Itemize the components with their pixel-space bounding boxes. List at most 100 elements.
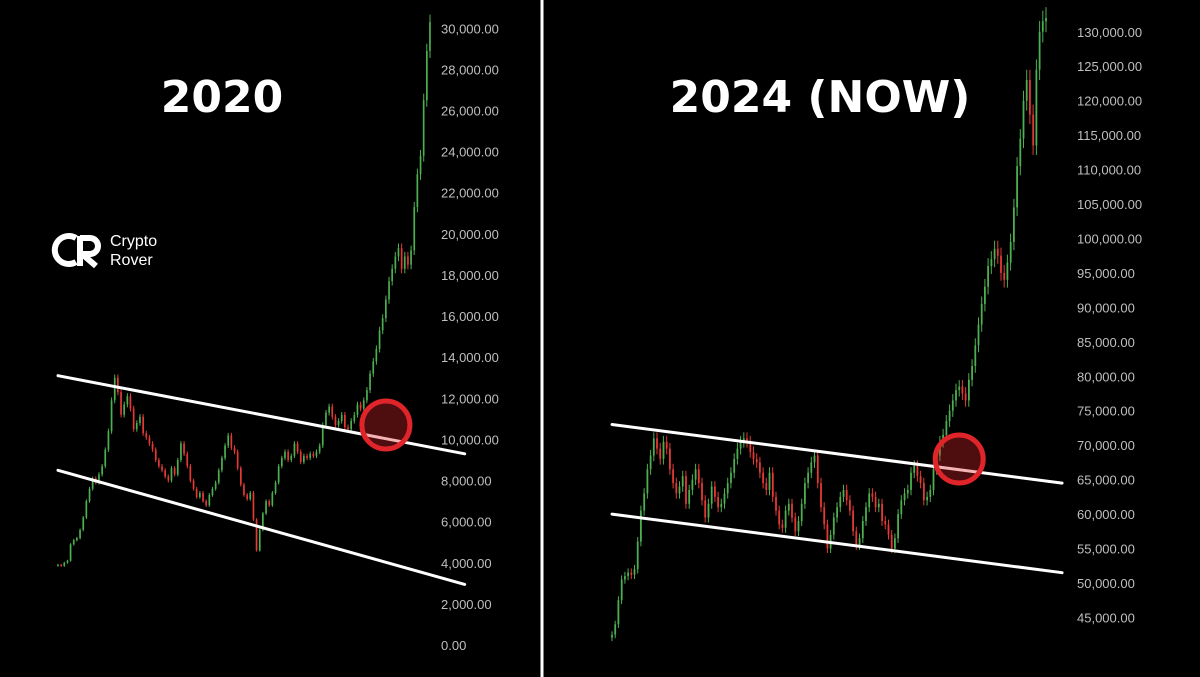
y-tick-label: 24,000.00 <box>441 145 499 160</box>
candle-body <box>694 469 697 480</box>
candle-body <box>69 544 72 561</box>
candle-body <box>649 455 652 470</box>
y-tick-label: 50,000.00 <box>1077 576 1135 591</box>
candle-body <box>126 396 129 405</box>
candle-body <box>919 476 922 484</box>
candle-body <box>164 470 166 477</box>
candle-body <box>369 373 371 390</box>
candle-body <box>643 493 646 511</box>
candle-body <box>426 50 428 101</box>
candle-body <box>356 404 359 415</box>
candle-body <box>189 466 192 481</box>
trendline-lower <box>56 468 467 586</box>
candle-body <box>385 299 387 319</box>
candle-body <box>72 540 75 545</box>
candle-body <box>142 416 144 434</box>
candle-body <box>262 513 264 530</box>
y-tick-label: 100,000.00 <box>1077 232 1142 247</box>
candle-body <box>948 410 951 421</box>
candle-body <box>730 472 732 483</box>
logo-text-line2: Rover <box>110 252 153 269</box>
candle-body <box>929 490 932 497</box>
candle-body <box>662 441 665 459</box>
candle-body <box>123 404 125 415</box>
candle-body <box>624 576 626 580</box>
candle-body <box>129 396 132 409</box>
candle-body <box>192 480 195 489</box>
candle-body <box>733 459 736 473</box>
candle-body <box>208 494 211 506</box>
candle-body <box>762 472 764 483</box>
trendline-upper <box>56 374 467 456</box>
candle-body <box>306 455 308 458</box>
candle-body <box>807 472 809 483</box>
candle-body <box>813 455 816 463</box>
candle-body <box>701 483 703 501</box>
candle-body <box>211 488 214 495</box>
candle-body <box>865 507 867 521</box>
candle-body <box>104 449 107 467</box>
candle-body <box>787 503 790 511</box>
candle-body <box>932 469 935 490</box>
candle-body <box>961 386 964 394</box>
candle-body <box>299 451 302 463</box>
candle-body <box>57 564 59 566</box>
candle-body <box>765 483 768 490</box>
candle-body <box>704 500 707 518</box>
candle-body <box>378 330 381 349</box>
y-tick-label: 14,000.00 <box>441 350 499 365</box>
candle-body <box>205 501 207 506</box>
panel-2020: 0.00 2,000.00 4,000.00 6,000.00 8,000.00 10,0… <box>56 14 499 653</box>
candle-body <box>849 500 851 511</box>
candle-body <box>151 443 154 450</box>
candle-body <box>391 268 393 282</box>
candle-body <box>350 420 352 430</box>
candle-body <box>170 468 173 481</box>
breakout-highlight-circle <box>359 398 413 452</box>
panel-2024: 45,000.00 50,000.00 55,000.00 60,000.00 65,0… <box>610 7 1142 642</box>
candle-body <box>183 443 185 454</box>
candle-body <box>903 493 906 501</box>
candle-body <box>419 155 422 175</box>
candle-body <box>318 445 321 452</box>
candle-body <box>117 377 119 393</box>
candle-body <box>366 390 368 401</box>
candle-body <box>707 503 710 518</box>
candle-body <box>881 503 883 521</box>
candle-body <box>858 538 861 546</box>
candle-body <box>268 501 271 506</box>
candle-body <box>823 507 826 525</box>
candle-body <box>148 437 151 444</box>
candle-body <box>810 462 813 473</box>
candle-body <box>923 483 925 501</box>
candle-body <box>688 490 691 504</box>
candle-body <box>839 496 842 508</box>
candle-body <box>910 472 912 490</box>
candle-body <box>739 441 742 449</box>
candle-body <box>987 266 989 287</box>
y-tick-label: 85,000.00 <box>1077 335 1135 350</box>
trendlines-2020 <box>56 374 467 586</box>
y-tick-label: 80,000.00 <box>1077 369 1135 384</box>
candle-body <box>372 361 375 374</box>
logo-text-line1: Crypto <box>110 233 157 250</box>
candle-body <box>897 514 899 539</box>
candle-body <box>277 466 280 483</box>
candle-body <box>669 448 671 470</box>
candle-body <box>79 529 81 539</box>
candle-body <box>233 447 236 452</box>
candle-body <box>281 457 283 467</box>
candle-body <box>113 377 116 401</box>
candle-body <box>135 423 138 430</box>
candle-body <box>362 400 365 409</box>
candle-body <box>303 455 305 463</box>
y-tick-label: 0.00 <box>441 638 466 653</box>
candle-body <box>717 496 719 508</box>
candle-body <box>240 468 242 485</box>
candle-body <box>697 469 700 484</box>
y-tick-label: 28,000.00 <box>441 62 499 77</box>
candle-body <box>1006 262 1009 280</box>
candle-body <box>1019 138 1022 167</box>
candle-body <box>236 451 239 469</box>
